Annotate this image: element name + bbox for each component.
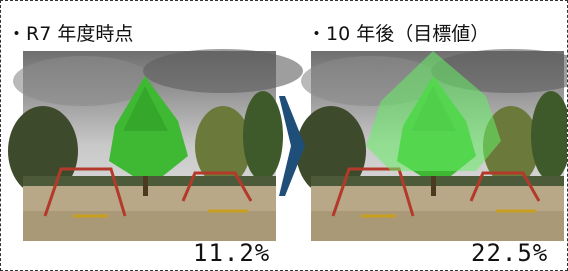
panel-value: 11.2% [193, 239, 270, 267]
panel-value: 22.5% [471, 239, 548, 267]
panel-label: ・R7 年度時点 [7, 19, 133, 46]
panel-label: ・10 年後（目標値） [307, 19, 489, 46]
comparison-figure: ・R7 年度時点 ・10 年後（目標値） 11.2% 22.5% [0, 0, 568, 271]
arrow [279, 96, 305, 196]
